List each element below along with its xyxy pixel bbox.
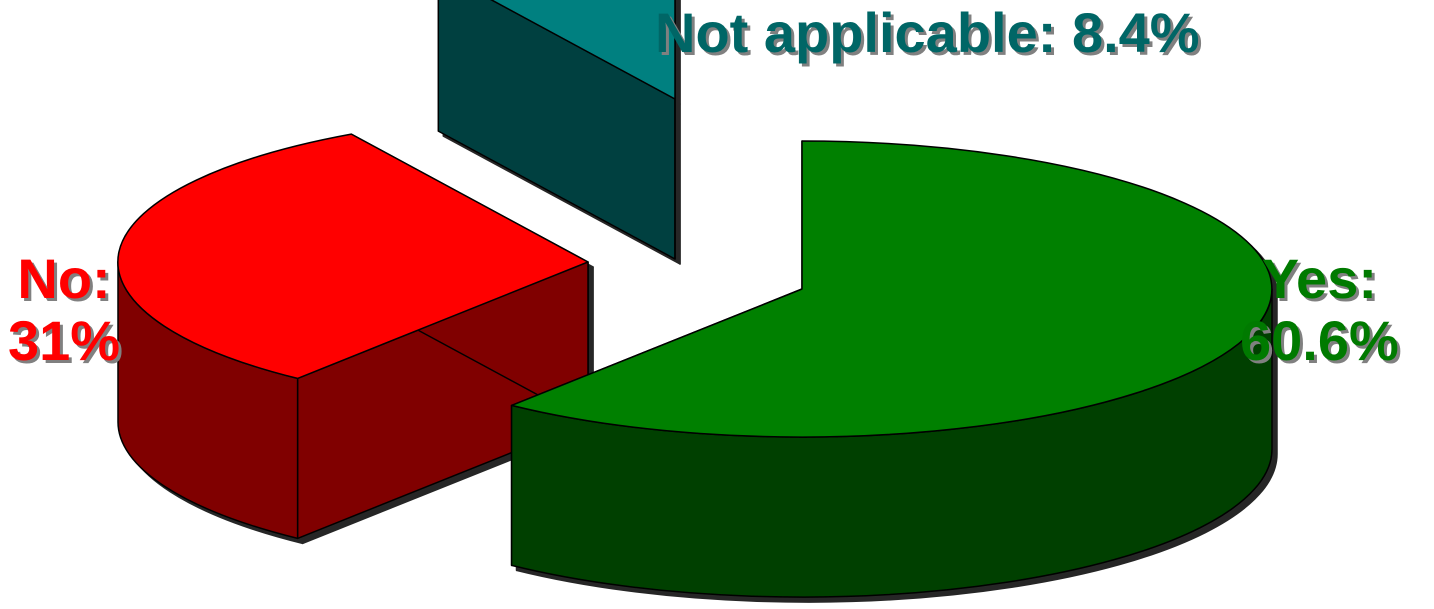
pie-slices (117, 0, 1273, 598)
label-not-applicable: Not applicable: 8.4% (655, 2, 1200, 64)
pie-slice-top (490, 0, 676, 100)
label-no-value: 31% (8, 308, 121, 372)
label-yes: Yes: 60.6% (1240, 248, 1399, 371)
label-yes-name: Yes: (1261, 247, 1377, 310)
pie-slice-not-applicable (437, 0, 676, 260)
label-yes-value: 60.6% (1240, 308, 1399, 372)
label-no: No: 31% (8, 248, 120, 371)
label-not-applicable-text: Not applicable: 8.4% (655, 1, 1200, 64)
pie-slice-no (117, 133, 589, 540)
pie-slice-top (117, 133, 589, 380)
pie-slice-yes (510, 140, 1273, 598)
pie-slice-top (510, 140, 1273, 438)
label-no-name: No: (17, 247, 111, 310)
